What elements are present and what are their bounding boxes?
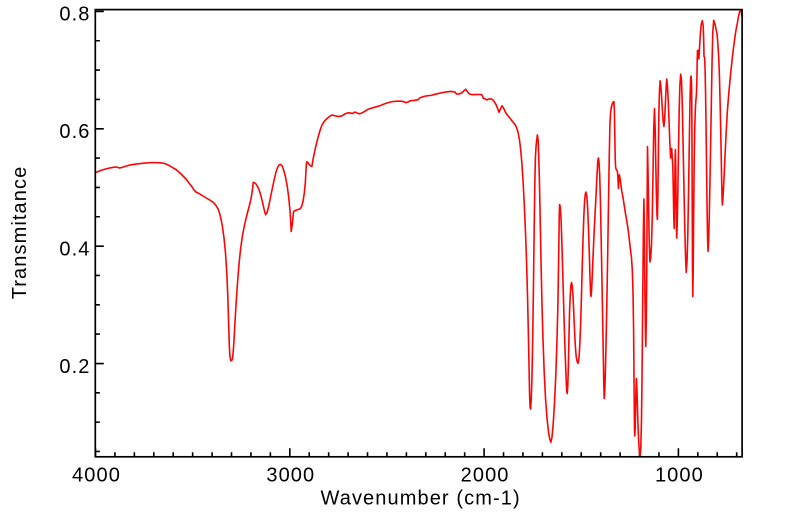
- svg-text:0.8: 0.8: [59, 4, 90, 26]
- svg-text:0.2: 0.2: [59, 356, 90, 378]
- svg-text:0.4: 0.4: [59, 239, 90, 261]
- svg-text:1000: 1000: [655, 464, 704, 486]
- svg-text:0.6: 0.6: [59, 121, 90, 143]
- svg-text:Transmitance: Transmitance: [9, 166, 31, 300]
- svg-text:Wavenumber (cm-1): Wavenumber (cm-1): [320, 488, 520, 510]
- svg-text:4000: 4000: [72, 464, 121, 486]
- svg-text:3000: 3000: [266, 464, 315, 486]
- svg-text:2000: 2000: [461, 464, 510, 486]
